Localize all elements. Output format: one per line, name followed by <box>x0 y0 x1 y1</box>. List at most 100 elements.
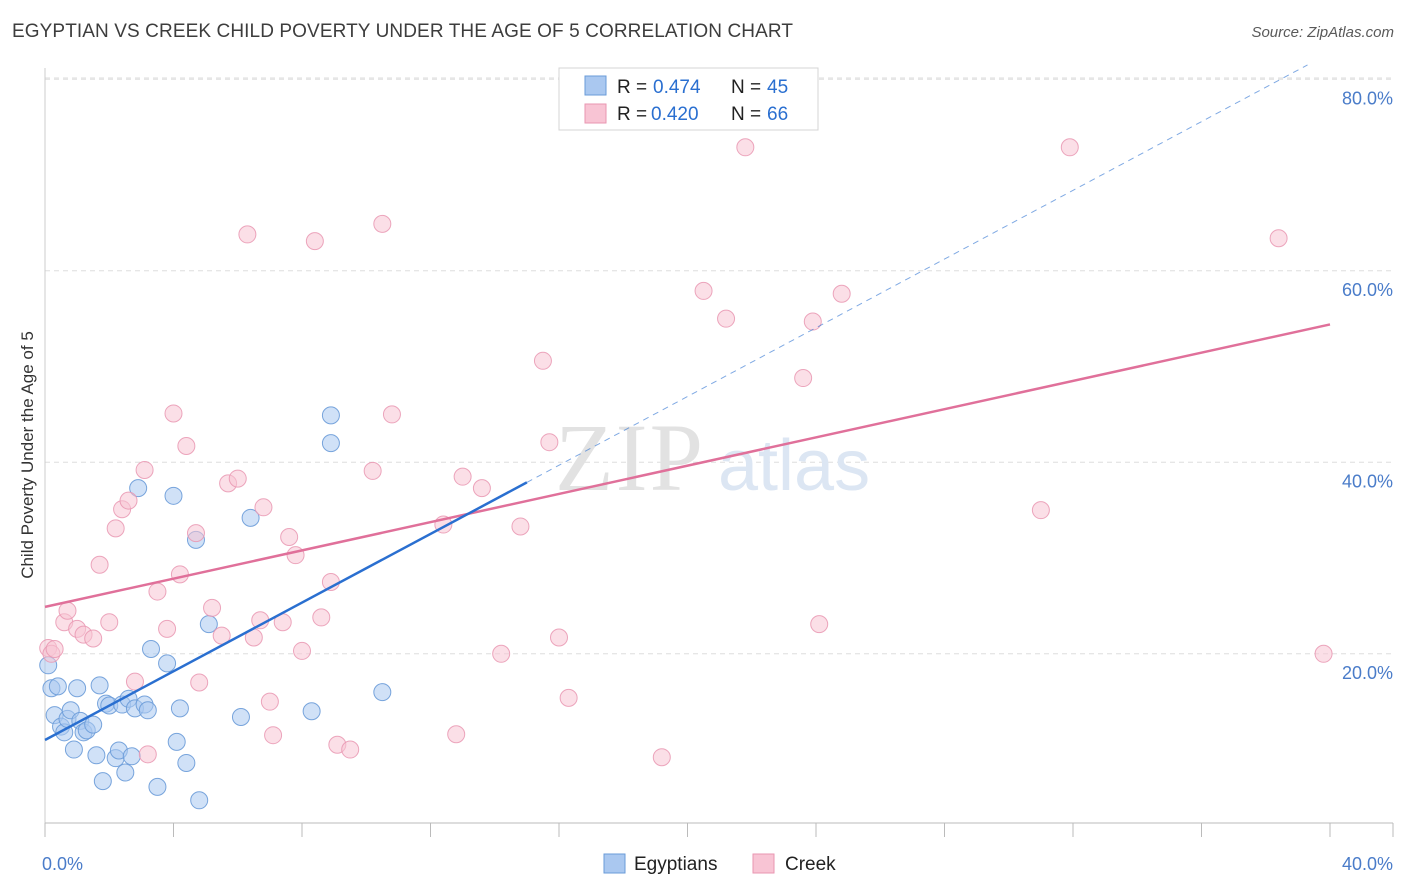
egyptians-point <box>90 676 109 695</box>
creek-point <box>119 491 138 510</box>
creek-point <box>164 404 183 423</box>
creek-point <box>511 517 530 536</box>
bottom-legend-label-creek: Creek <box>785 854 836 875</box>
egyptians-point <box>138 701 157 720</box>
egyptians-point <box>148 777 167 796</box>
creek-point <box>264 726 283 745</box>
creek-point <box>373 214 392 233</box>
chart-title: EGYPTIAN VS CREEK CHILD POVERTY UNDER TH… <box>12 21 794 42</box>
egyptians-point <box>158 654 177 673</box>
creek-point <box>58 601 77 620</box>
creek-point <box>280 527 299 546</box>
creek-point <box>228 469 247 488</box>
series-creek <box>39 138 1333 767</box>
egyptians-point <box>48 677 67 696</box>
egyptians-point <box>64 740 83 759</box>
egyptians-point <box>321 406 340 425</box>
creek-point <box>260 692 279 711</box>
creek-point <box>492 644 511 663</box>
egyptians-point <box>170 699 189 718</box>
legend-r-label-egyptians: R = <box>617 77 647 98</box>
creek-point <box>148 582 167 601</box>
creek-point <box>212 626 231 645</box>
bottom-legend-swatch-egyptians <box>603 853 626 874</box>
creek-point <box>254 498 273 517</box>
legend-r-label-creek: R = <box>617 104 647 125</box>
creek-trend-line <box>44 323 1331 609</box>
y-tick-label: 80.0% <box>1342 88 1393 108</box>
series-egyptians <box>39 406 392 810</box>
egyptians-point <box>177 753 196 772</box>
watermark: ZIP atlas <box>555 404 870 511</box>
creek-point <box>533 351 552 370</box>
egyptians-point <box>68 679 87 698</box>
creek-point <box>803 312 822 331</box>
creek-point <box>1269 229 1288 248</box>
creek-point <box>305 232 324 251</box>
creek-point <box>45 640 64 659</box>
egyptians-trend-extension <box>526 64 1308 483</box>
creek-point <box>100 613 119 632</box>
creek-point <box>559 688 578 707</box>
creek-point <box>736 138 755 157</box>
creek-point <box>472 479 491 498</box>
creek-point <box>341 740 360 759</box>
stats-legend: R = 0.474 N = 45 R = 0.420 N = 66 <box>558 67 819 131</box>
egyptians-point <box>373 683 392 702</box>
y-tick-label: 20.0% <box>1342 663 1393 683</box>
watermark-zip: ZIP <box>555 404 705 511</box>
egyptians-point <box>167 732 186 751</box>
creek-point <box>694 281 713 300</box>
creek-point <box>1060 138 1079 157</box>
egyptians-point <box>84 715 103 734</box>
watermark-atlas: atlas <box>718 426 870 506</box>
creek-point <box>106 519 125 538</box>
creek-point <box>810 615 829 634</box>
axes <box>44 68 1394 837</box>
y-axis-label: Child Poverty Under the Age of 5 <box>18 331 37 579</box>
creek-point <box>177 437 196 456</box>
creek-point <box>293 641 311 660</box>
creek-point <box>186 524 205 543</box>
bottom-legend-swatch-creek <box>752 853 775 874</box>
creek-point <box>312 608 331 627</box>
chart-source: Source: ZipAtlas.com <box>1251 24 1394 41</box>
legend-swatch-egyptians <box>584 75 607 96</box>
creek-point <box>90 555 109 574</box>
legend-r-value-creek: 0.420 <box>651 104 699 125</box>
creek-point <box>1314 644 1333 663</box>
creek-point <box>125 672 144 691</box>
egyptians-point <box>122 747 141 766</box>
creek-point <box>794 369 813 388</box>
grid-lines <box>45 77 1393 655</box>
creek-point <box>1031 501 1050 520</box>
legend-n-label-creek: N = <box>731 104 761 125</box>
creek-point <box>84 629 103 648</box>
egyptians-point <box>93 772 112 791</box>
egyptians-point <box>164 486 183 505</box>
creek-point <box>135 460 154 479</box>
creek-point <box>832 284 851 303</box>
egyptians-point <box>231 707 250 726</box>
egyptians-point <box>190 791 209 810</box>
bottom-legend-label-egyptians: Egyptians <box>634 854 717 875</box>
egyptians-point <box>302 702 321 721</box>
egyptians-point <box>321 434 340 453</box>
creek-point <box>447 725 466 744</box>
egyptians-point <box>241 508 260 527</box>
y-tick-label: 60.0% <box>1342 280 1393 300</box>
creek-point <box>138 745 157 764</box>
egyptians-point <box>87 746 106 765</box>
trend-lines <box>44 64 1331 742</box>
egyptians-point <box>116 763 135 782</box>
creek-point <box>158 619 177 638</box>
egyptians-point <box>129 479 148 498</box>
x-tick-label-min: 0.0% <box>42 854 83 874</box>
creek-point <box>363 461 382 480</box>
creek-point <box>238 225 257 244</box>
legend-n-label-egyptians: N = <box>731 77 761 98</box>
creek-point <box>550 628 568 647</box>
creek-point <box>170 565 189 584</box>
legend-swatch-creek <box>584 103 607 124</box>
